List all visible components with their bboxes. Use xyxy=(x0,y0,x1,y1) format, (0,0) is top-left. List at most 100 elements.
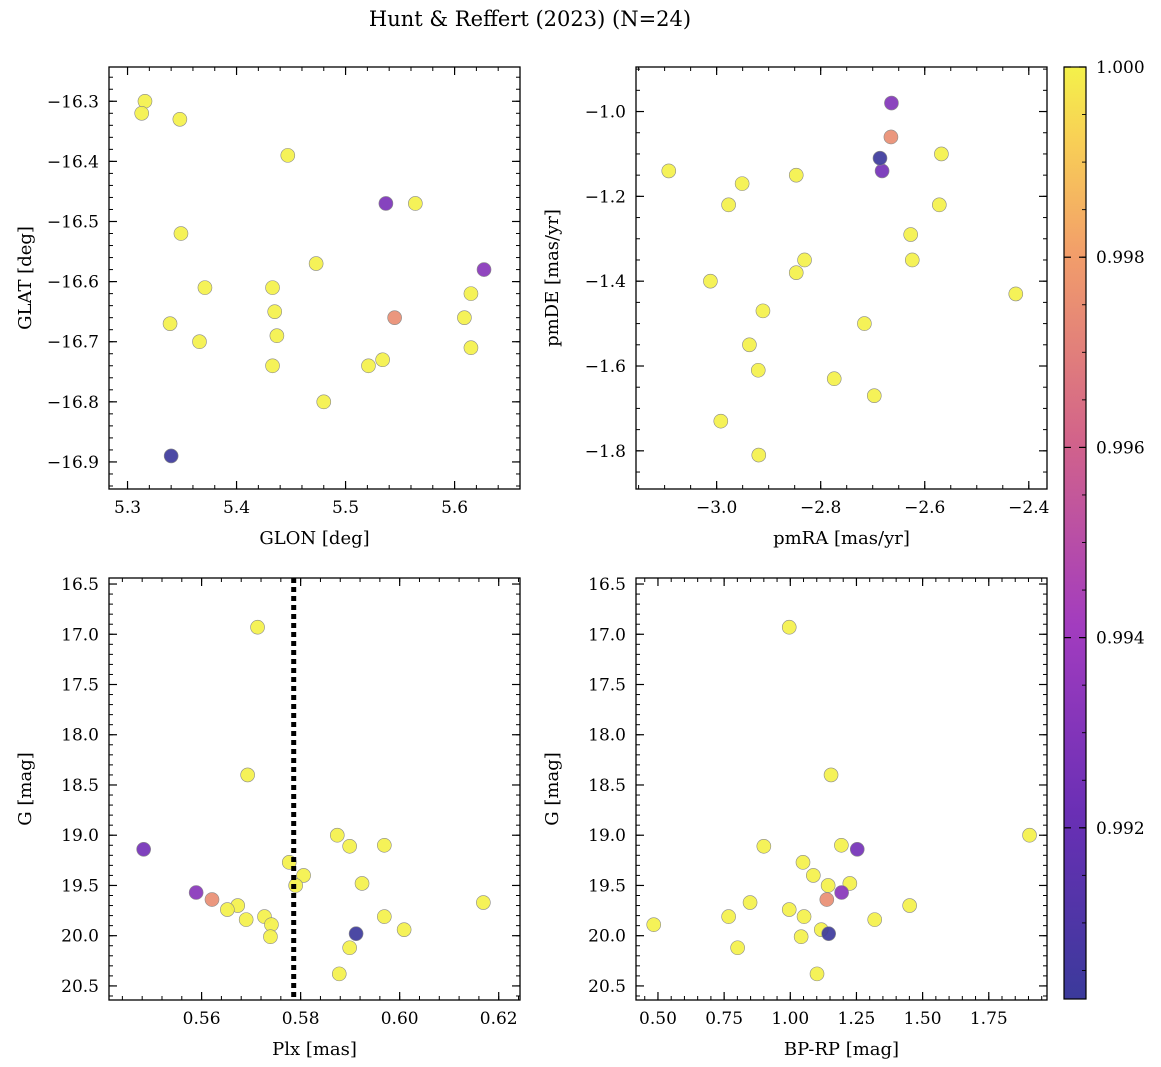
scatter-point xyxy=(796,909,812,924)
scatter-point xyxy=(280,148,296,163)
scatter-point xyxy=(220,902,235,917)
colorbar-tick-label: 0.998 xyxy=(1096,248,1145,268)
figure-title: Hunt & Reffert (2023) (N=24) xyxy=(369,7,691,31)
scatter-point xyxy=(788,265,804,280)
x-tick-label: 1.25 xyxy=(838,1009,876,1029)
scatter-point xyxy=(250,619,265,635)
scatter-point xyxy=(375,352,390,368)
scatter-point xyxy=(742,895,758,910)
colorbar-gradient xyxy=(1063,66,1087,1000)
x-tick-label: 5.4 xyxy=(223,498,250,518)
scatter-point xyxy=(308,256,324,271)
plot-frame xyxy=(635,66,1048,490)
scatter-point xyxy=(721,909,736,924)
scatter-point xyxy=(903,227,918,242)
scatter-point xyxy=(646,917,662,932)
scatter-point xyxy=(238,912,254,927)
scatter-point xyxy=(408,196,423,211)
scatter-point xyxy=(797,252,812,268)
scatter-point xyxy=(265,358,280,374)
x-tick-label: −2.6 xyxy=(904,498,945,518)
scatter-point xyxy=(457,310,472,325)
colorbar-tick-label: 0.994 xyxy=(1096,629,1145,649)
scatter-point xyxy=(377,837,392,853)
scatter-point xyxy=(342,940,357,956)
scatter-point xyxy=(742,337,757,353)
colorbar: 0.992 0.994 0.996 0.998 1.000 xyxy=(1063,58,1145,1000)
y-tick-label: 19.5 xyxy=(61,876,99,896)
scatter-point xyxy=(240,767,255,783)
colorbar-tick-label: 1.000 xyxy=(1096,58,1145,78)
panel-color-g: 0.50 0.75 1.00 1.25 1.50 1.75 16.5 17.0 17.5 18.0… xyxy=(542,575,1048,1060)
scatter-point xyxy=(1022,827,1037,843)
y-tick-label: −1.2 xyxy=(585,187,626,207)
scatter-point xyxy=(1008,286,1024,302)
x-tick-label: 5.3 xyxy=(114,498,141,518)
colorbar-tick-label: 0.992 xyxy=(1096,819,1145,839)
scatter-point xyxy=(476,895,491,910)
x-tick-label: 0.75 xyxy=(705,1009,743,1029)
scatter-point xyxy=(793,929,809,945)
scatter-point xyxy=(163,448,179,464)
y-axis-label: GLAT [deg] xyxy=(15,226,36,330)
x-axis-label: BP-RP [mag] xyxy=(784,1039,899,1060)
y-tick-label: 18.0 xyxy=(61,726,99,746)
scatter-point xyxy=(162,316,178,331)
y-tick-label: 20.5 xyxy=(61,977,99,997)
scatter-point xyxy=(172,111,188,127)
y-tick-label: −16.8 xyxy=(47,393,99,413)
x-tick-label: 5.6 xyxy=(441,498,468,518)
x-tick-label: 0.56 xyxy=(183,1009,221,1029)
scatter-point xyxy=(331,966,347,982)
y-tick-label: −16.9 xyxy=(47,453,99,473)
scatter-point xyxy=(820,878,836,893)
y-tick-label: 20.0 xyxy=(61,927,99,947)
scatter-point xyxy=(267,304,283,319)
scatter-point xyxy=(849,841,865,857)
y-tick-label: −1.8 xyxy=(585,442,626,462)
scatter-point xyxy=(173,226,189,241)
y-tick-label: −1.4 xyxy=(585,272,626,292)
scatter-point xyxy=(342,838,357,854)
x-tick-label: 1.75 xyxy=(970,1009,1008,1029)
scatter-point xyxy=(902,898,917,913)
scatter-point xyxy=(192,334,207,350)
scatter-point xyxy=(136,841,151,857)
panel-glon-glat: 5.3 5.4 5.5 5.6 −16.9 −16.8 −16.7 −16.6 −16.5 −16… xyxy=(15,66,521,549)
scatter-point xyxy=(756,838,772,854)
scatter-point xyxy=(934,146,949,162)
x-tick-label: 0.58 xyxy=(282,1009,320,1029)
scatter-point xyxy=(823,767,839,783)
scatter-point xyxy=(134,105,150,121)
scatter-point xyxy=(396,922,412,937)
y-tick-label: 17.5 xyxy=(61,676,99,696)
y-tick-label: −1.0 xyxy=(585,103,626,123)
scatter-point xyxy=(703,273,718,289)
scatter-point xyxy=(781,902,797,917)
scatter-point xyxy=(809,966,825,982)
scatter-point xyxy=(661,163,677,179)
x-tick-label: −2.4 xyxy=(1008,498,1049,518)
scatter-point xyxy=(263,929,278,945)
scatter-point xyxy=(874,163,890,179)
scatter-point xyxy=(269,328,285,344)
panels: 5.3 5.4 5.5 5.6 −16.9 −16.8 −16.7 −16.6 −16.5 −16… xyxy=(15,66,1049,1060)
scatter-point xyxy=(378,196,394,211)
scatter-point xyxy=(354,876,370,891)
plot-frame xyxy=(108,66,521,490)
scatter-point xyxy=(750,362,766,378)
scatter-point xyxy=(788,167,804,183)
y-tick-label: 19.0 xyxy=(61,826,99,846)
scatter-point xyxy=(806,868,821,883)
y-tick-label: 17.0 xyxy=(61,625,99,645)
scatter-point xyxy=(137,93,153,109)
scatter-point xyxy=(463,340,479,356)
y-tick-label: 18.5 xyxy=(588,776,626,796)
scatter-point xyxy=(713,413,729,429)
scatter-point xyxy=(296,868,311,883)
scatter-point xyxy=(463,286,479,301)
scatter-point xyxy=(795,855,811,870)
scatter-point xyxy=(348,926,364,941)
y-tick-label: 18.0 xyxy=(588,726,626,746)
